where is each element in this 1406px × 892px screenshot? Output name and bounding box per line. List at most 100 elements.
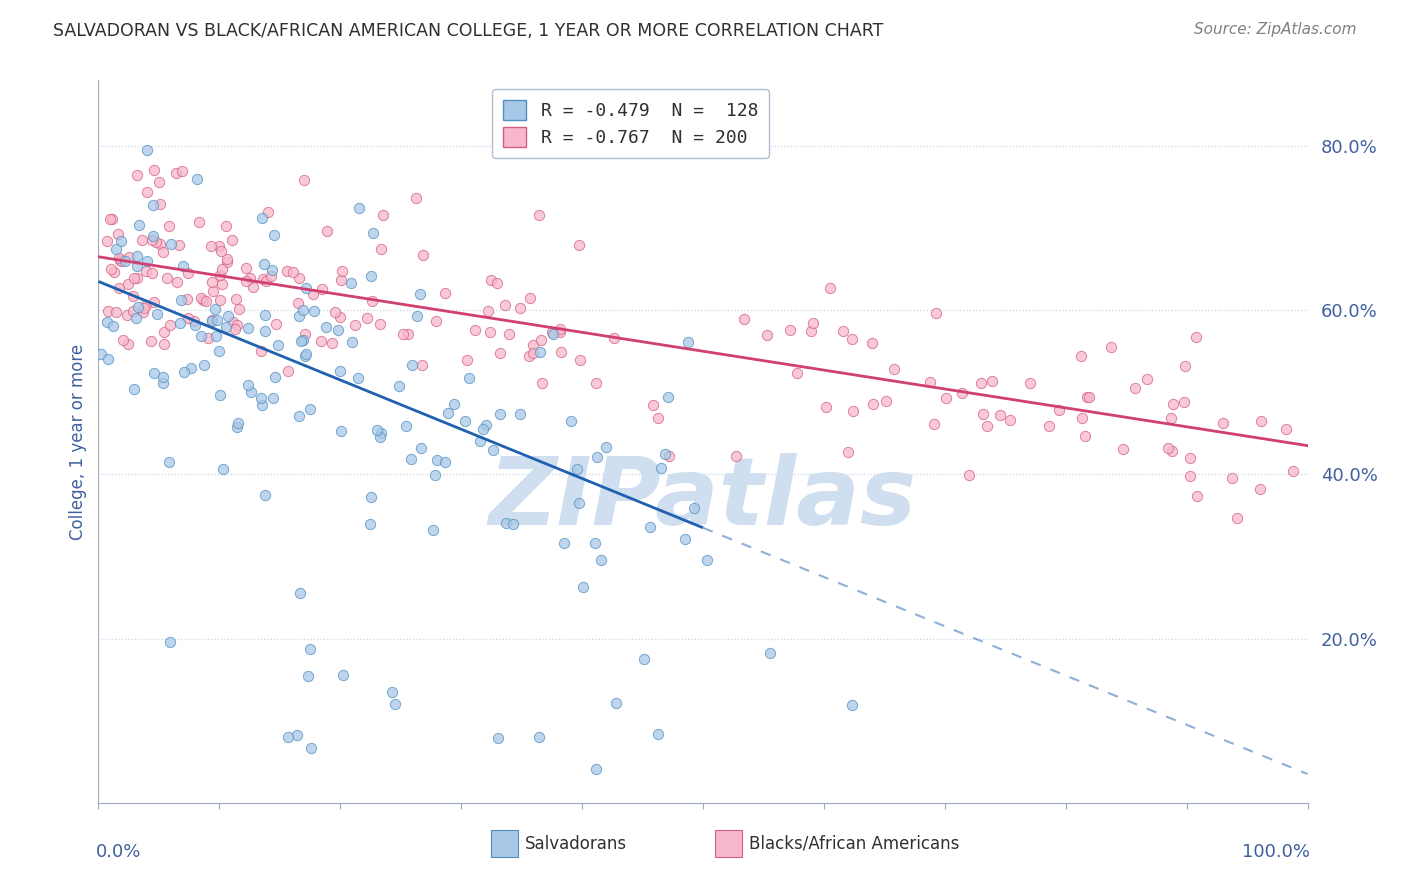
Point bbox=[142, 228, 165, 243]
Point bbox=[972, 408, 994, 422]
Point bbox=[173, 365, 195, 379]
Point bbox=[682, 501, 704, 516]
Point bbox=[315, 320, 337, 334]
Point bbox=[152, 245, 174, 260]
Point bbox=[225, 293, 247, 307]
Point bbox=[654, 447, 676, 461]
Point bbox=[208, 239, 231, 253]
Point bbox=[104, 305, 127, 319]
Point bbox=[295, 281, 318, 295]
Point bbox=[96, 315, 118, 329]
Point bbox=[883, 361, 905, 376]
Point bbox=[215, 320, 238, 334]
Point bbox=[875, 393, 897, 408]
Point bbox=[311, 282, 333, 296]
Point bbox=[522, 338, 544, 352]
Text: 0.0%: 0.0% bbox=[96, 843, 142, 861]
Point bbox=[583, 536, 606, 550]
Point bbox=[135, 298, 157, 312]
Point bbox=[595, 440, 617, 454]
Point bbox=[657, 390, 679, 404]
Point bbox=[323, 305, 346, 319]
Point bbox=[159, 635, 181, 649]
Point bbox=[1099, 340, 1122, 354]
Point bbox=[373, 208, 395, 222]
Point bbox=[291, 302, 314, 317]
Point bbox=[276, 264, 298, 278]
Point bbox=[641, 398, 664, 412]
Point bbox=[186, 171, 208, 186]
Point bbox=[1161, 397, 1184, 411]
Text: ZIPatlas: ZIPatlas bbox=[489, 453, 917, 545]
Point bbox=[149, 197, 172, 211]
Point bbox=[519, 291, 541, 305]
Point bbox=[97, 304, 120, 318]
Point bbox=[553, 535, 575, 549]
Point bbox=[145, 235, 167, 250]
Point bbox=[366, 423, 388, 437]
Point bbox=[482, 442, 505, 457]
Point bbox=[118, 250, 141, 264]
Point bbox=[344, 318, 367, 332]
FancyBboxPatch shape bbox=[716, 830, 742, 857]
Point bbox=[114, 254, 136, 268]
Point bbox=[148, 175, 170, 189]
Text: SALVADORAN VS BLACK/AFRICAN AMERICAN COLLEGE, 1 YEAR OR MORE CORRELATION CHART: SALVADORAN VS BLACK/AFRICAN AMERICAN COL… bbox=[53, 22, 884, 40]
Point bbox=[330, 424, 353, 438]
Point bbox=[1250, 414, 1272, 428]
Point bbox=[560, 414, 582, 428]
Point bbox=[302, 304, 325, 318]
Text: 100.0%: 100.0% bbox=[1241, 843, 1310, 861]
Point bbox=[1184, 330, 1206, 344]
Point bbox=[256, 205, 278, 219]
Point bbox=[117, 308, 139, 322]
Point bbox=[252, 398, 274, 412]
Point bbox=[288, 409, 311, 424]
Point bbox=[509, 407, 531, 421]
Point bbox=[988, 409, 1011, 423]
Point bbox=[169, 316, 191, 330]
Point bbox=[262, 391, 284, 405]
Point bbox=[436, 406, 458, 420]
Point bbox=[585, 763, 607, 777]
Point bbox=[522, 346, 544, 360]
Point bbox=[527, 208, 550, 222]
Point bbox=[1275, 421, 1298, 435]
Point bbox=[291, 333, 314, 347]
FancyBboxPatch shape bbox=[492, 830, 517, 857]
Point bbox=[122, 382, 145, 396]
Point bbox=[332, 264, 354, 278]
Point bbox=[1019, 376, 1042, 390]
Point bbox=[103, 265, 125, 279]
Point bbox=[517, 349, 540, 363]
Point bbox=[104, 242, 127, 256]
Point bbox=[288, 309, 311, 323]
Point bbox=[183, 314, 205, 328]
Point bbox=[411, 358, 433, 372]
Point bbox=[146, 307, 169, 321]
Point bbox=[221, 233, 243, 247]
Point bbox=[779, 322, 801, 336]
Point bbox=[675, 533, 697, 547]
Point bbox=[925, 306, 948, 320]
Point bbox=[347, 201, 370, 215]
Point bbox=[786, 366, 808, 380]
Point bbox=[142, 198, 165, 212]
Point bbox=[204, 302, 226, 317]
Point bbox=[217, 255, 239, 269]
Point bbox=[1220, 471, 1243, 485]
Point bbox=[288, 586, 311, 600]
Point bbox=[340, 335, 363, 350]
Point bbox=[434, 455, 457, 469]
Point bbox=[240, 385, 263, 400]
Point bbox=[190, 328, 212, 343]
Point bbox=[370, 426, 392, 441]
Point bbox=[238, 377, 260, 392]
Point bbox=[530, 334, 553, 348]
Point bbox=[647, 726, 669, 740]
Point bbox=[211, 277, 233, 292]
Point bbox=[395, 418, 418, 433]
Point bbox=[326, 323, 349, 337]
Point bbox=[733, 312, 755, 326]
Point bbox=[332, 667, 354, 681]
